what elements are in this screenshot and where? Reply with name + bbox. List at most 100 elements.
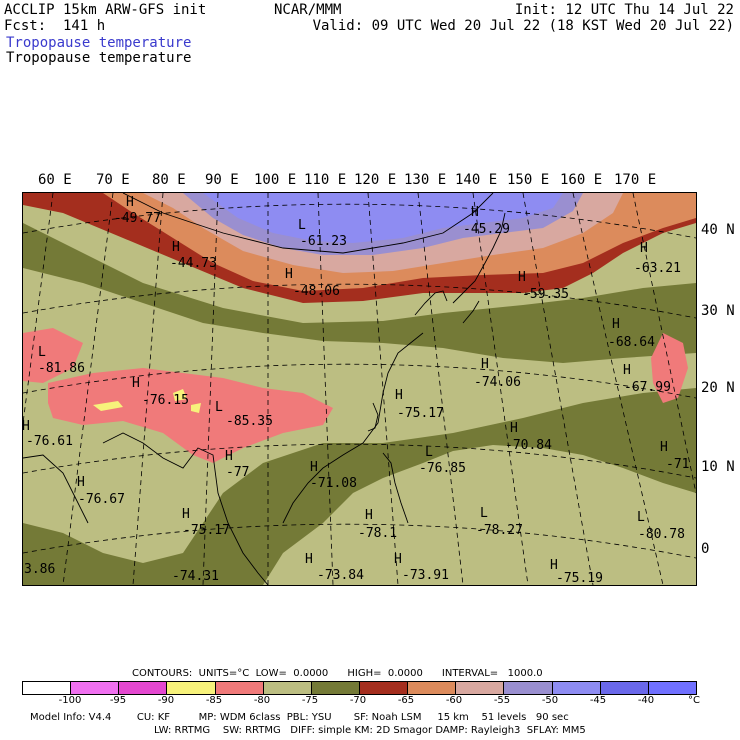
hl-value: -76.61 [26,434,73,449]
hl-value: -75.17 [183,523,230,538]
band-minus80-pacific [651,333,688,403]
colorbar-tick: -60 [445,695,463,706]
hl-value: -45.29 [463,222,510,237]
colorbar-swatch [263,682,312,694]
hl-mark: H [225,449,233,464]
hl-mark: H [285,267,293,282]
hl-value: -74.31 [172,569,219,584]
hl-value: -48.06 [293,284,340,299]
colorbar-swatch [311,682,360,694]
colorbar-swatch [23,682,72,694]
hl-mark: H [660,440,668,455]
colorbar-swatch [119,682,168,694]
colorbar-tick: -90 [157,695,175,706]
hl-mark: H [481,357,489,372]
hl-mark: L [298,218,306,233]
hl-mark: H [640,241,648,256]
colorbar-swatch [408,682,457,694]
hl-mark: H [182,507,190,522]
hl-mark: H [126,195,134,210]
hl-mark: H [550,558,558,573]
hl-mark: H [623,363,631,378]
lat-label: 20 N [701,380,735,396]
colorbar-swatch [215,682,264,694]
hl-mark: H [395,388,403,403]
colorbar-swatch [359,682,409,694]
hl-mark: H [365,508,373,523]
colorbar-tick: °C [688,695,700,706]
hl-value: -74.06 [474,375,521,390]
field-contour-label: Tropopause temperature [6,50,192,66]
band-minus45 [203,193,563,243]
hl-value: -67.99 [624,380,671,395]
hl-value: -85.35 [226,414,273,429]
hl-value: -77 [226,465,250,480]
colorbar-tick: -70 [349,695,367,706]
model-title: ACCLIP 15km ARW-GFS init [4,2,207,18]
hl-mark: L [425,445,433,460]
hl-mark: H [22,419,30,434]
colorbar-swatch [552,682,601,694]
map-panel [22,192,697,586]
model-info-line1: Model Info: V4.4 CU: KF MP: WDM 6class P… [30,712,569,723]
valid-time: Valid: 09 UTC Wed 20 Jul 22 (18 KST Wed … [312,18,734,34]
hl-value: -49.77 [114,211,161,226]
hl-value: -73.84 [317,568,364,583]
model-info-line2: LW: RRTMG SW: RRTMG DIFF: simple KM: 2D … [154,725,586,736]
colorbar-tick: -65 [397,695,415,706]
coastlines [23,193,506,585]
colorbar-swatch [456,682,505,694]
lon-label: 170 E [614,172,657,188]
hl-value: -68.64 [608,335,655,350]
graticule [23,193,696,585]
hl-value: -71 [666,457,690,472]
hl-value: 3.86 [24,562,56,577]
hl-mark: L [637,510,645,525]
forecast-hour: Fcst: 141 h [4,18,106,34]
init-time: Init: 12 UTC Thu 14 Jul 22 [514,2,734,18]
hl-value: -63.21 [634,261,681,276]
lon-label: 100 E [254,172,297,188]
tropopause-temperature-map [23,193,696,585]
lon-label: 70 E [96,172,130,188]
hl-value: -76.67 [78,492,125,507]
colorbar-tick: -80 [253,695,271,706]
colorbar-swatch [71,682,120,694]
lon-label: 160 E [560,172,603,188]
lon-label: 120 E [354,172,397,188]
band-minus75 [23,223,696,585]
colorbar-swatch [600,682,649,694]
colorbar-tick: -85 [205,695,223,706]
hl-mark: H [172,240,180,255]
colorbar-tick: -45 [589,695,607,706]
hl-mark: H [394,552,402,567]
hl-value: -70.84 [505,438,552,453]
hl-mark: H [471,205,479,220]
lat-label: 0 [701,541,710,557]
colorbar-tick: -95 [109,695,127,706]
hl-mark: H [132,376,140,391]
lon-label: 110 E [304,172,347,188]
hl-mark: H [77,475,85,490]
hl-value: -80.78 [638,527,685,542]
organization: NCAR/MMM [274,2,342,18]
hl-value: -71.08 [310,476,357,491]
colorbar-swatch [167,682,216,694]
lat-label: 40 N [701,222,735,238]
band-minus85 [93,389,201,413]
hl-mark: H [305,552,313,567]
hl-value: -61.23 [300,234,347,249]
hl-value: -75.17 [397,406,444,421]
colorbar [22,681,697,695]
band-minus80-bay-of-bengal [48,368,333,463]
hl-value: -78.27 [476,523,523,538]
colorbar-tick: -75 [301,695,319,706]
colorbar-tick: -55 [493,695,511,706]
lon-label: 150 E [507,172,550,188]
colorbar-tick: -40 [637,695,655,706]
lon-label: 80 E [152,172,186,188]
hl-mark: L [480,506,488,521]
hl-value: -73.91 [402,568,449,583]
hl-value: -76.85 [419,461,466,476]
lon-label: 90 E [205,172,239,188]
